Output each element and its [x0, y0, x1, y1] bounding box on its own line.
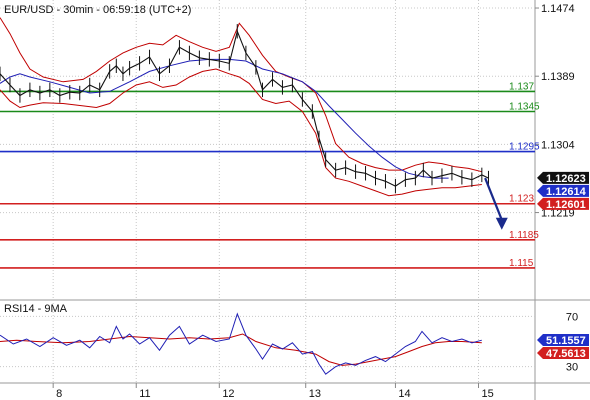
rsi-value-tag-label: 51.1557 [546, 335, 586, 347]
y-tick-label: 1.1389 [541, 71, 575, 83]
x-tick-label: 12 [222, 388, 234, 400]
price-tag-label: 1.12623 [546, 173, 586, 185]
axis-labels-layer: 8 11 12 13 14 15 1.1474 1.1389 1.1304 1.1219 70 30 [56, 3, 578, 400]
chart-title: EUR/USD - 30min - 06:59:18 (UTC+2) [4, 4, 191, 16]
x-tick-label: 13 [309, 388, 321, 400]
level-label: 1.137 [509, 81, 534, 92]
y-tick-label: 1.1304 [541, 139, 575, 151]
price-line [0, 29, 489, 187]
level-label: 1.1295 [509, 142, 540, 153]
price-tag [537, 184, 589, 197]
level-label: 1.115 [509, 258, 534, 269]
x-tick-label: 14 [398, 388, 410, 400]
rsi-series-layer [0, 312, 482, 375]
rsi-ma-line [0, 333, 482, 366]
level-label: 1.123 [509, 194, 534, 205]
rsi-value-tag-label: 47.5613 [546, 348, 586, 360]
bollinger-upper-line [0, 17, 482, 173]
price-tag [537, 171, 589, 184]
rsi-value-tag [537, 334, 589, 347]
price-tag-label: 1.12614 [546, 186, 587, 198]
rsi-tick-label: 70 [566, 311, 578, 323]
y-tick-label: 1.1219 [541, 208, 575, 220]
price-tag [537, 197, 589, 210]
x-tick-label: 11 [139, 388, 150, 400]
moving-average-line [0, 58, 449, 179]
forecast-arrow-shaft [484, 177, 503, 221]
x-tick-label: 8 [56, 388, 62, 400]
rsi-line [0, 312, 482, 375]
levels-layer: 1.137 1.1345 1.1295 1.123 1.1185 1.115 [0, 81, 540, 269]
rsi-panel-title: RSI14 - 9MA [4, 303, 68, 315]
price-series-layer [0, 17, 489, 197]
grid-layer [0, 0, 539, 388]
bollinger-lower-line [0, 68, 482, 197]
rsi-value-tag [537, 347, 589, 360]
price-tag-label: 1.12601 [546, 199, 586, 211]
level-label: 1.1185 [509, 230, 539, 241]
level-label: 1.1345 [509, 101, 540, 112]
x-tick-label: 15 [482, 388, 494, 400]
forecast-arrow-head [495, 217, 508, 230]
rsi-tick-label: 30 [566, 362, 578, 374]
y-tick-label: 1.1474 [541, 3, 575, 15]
